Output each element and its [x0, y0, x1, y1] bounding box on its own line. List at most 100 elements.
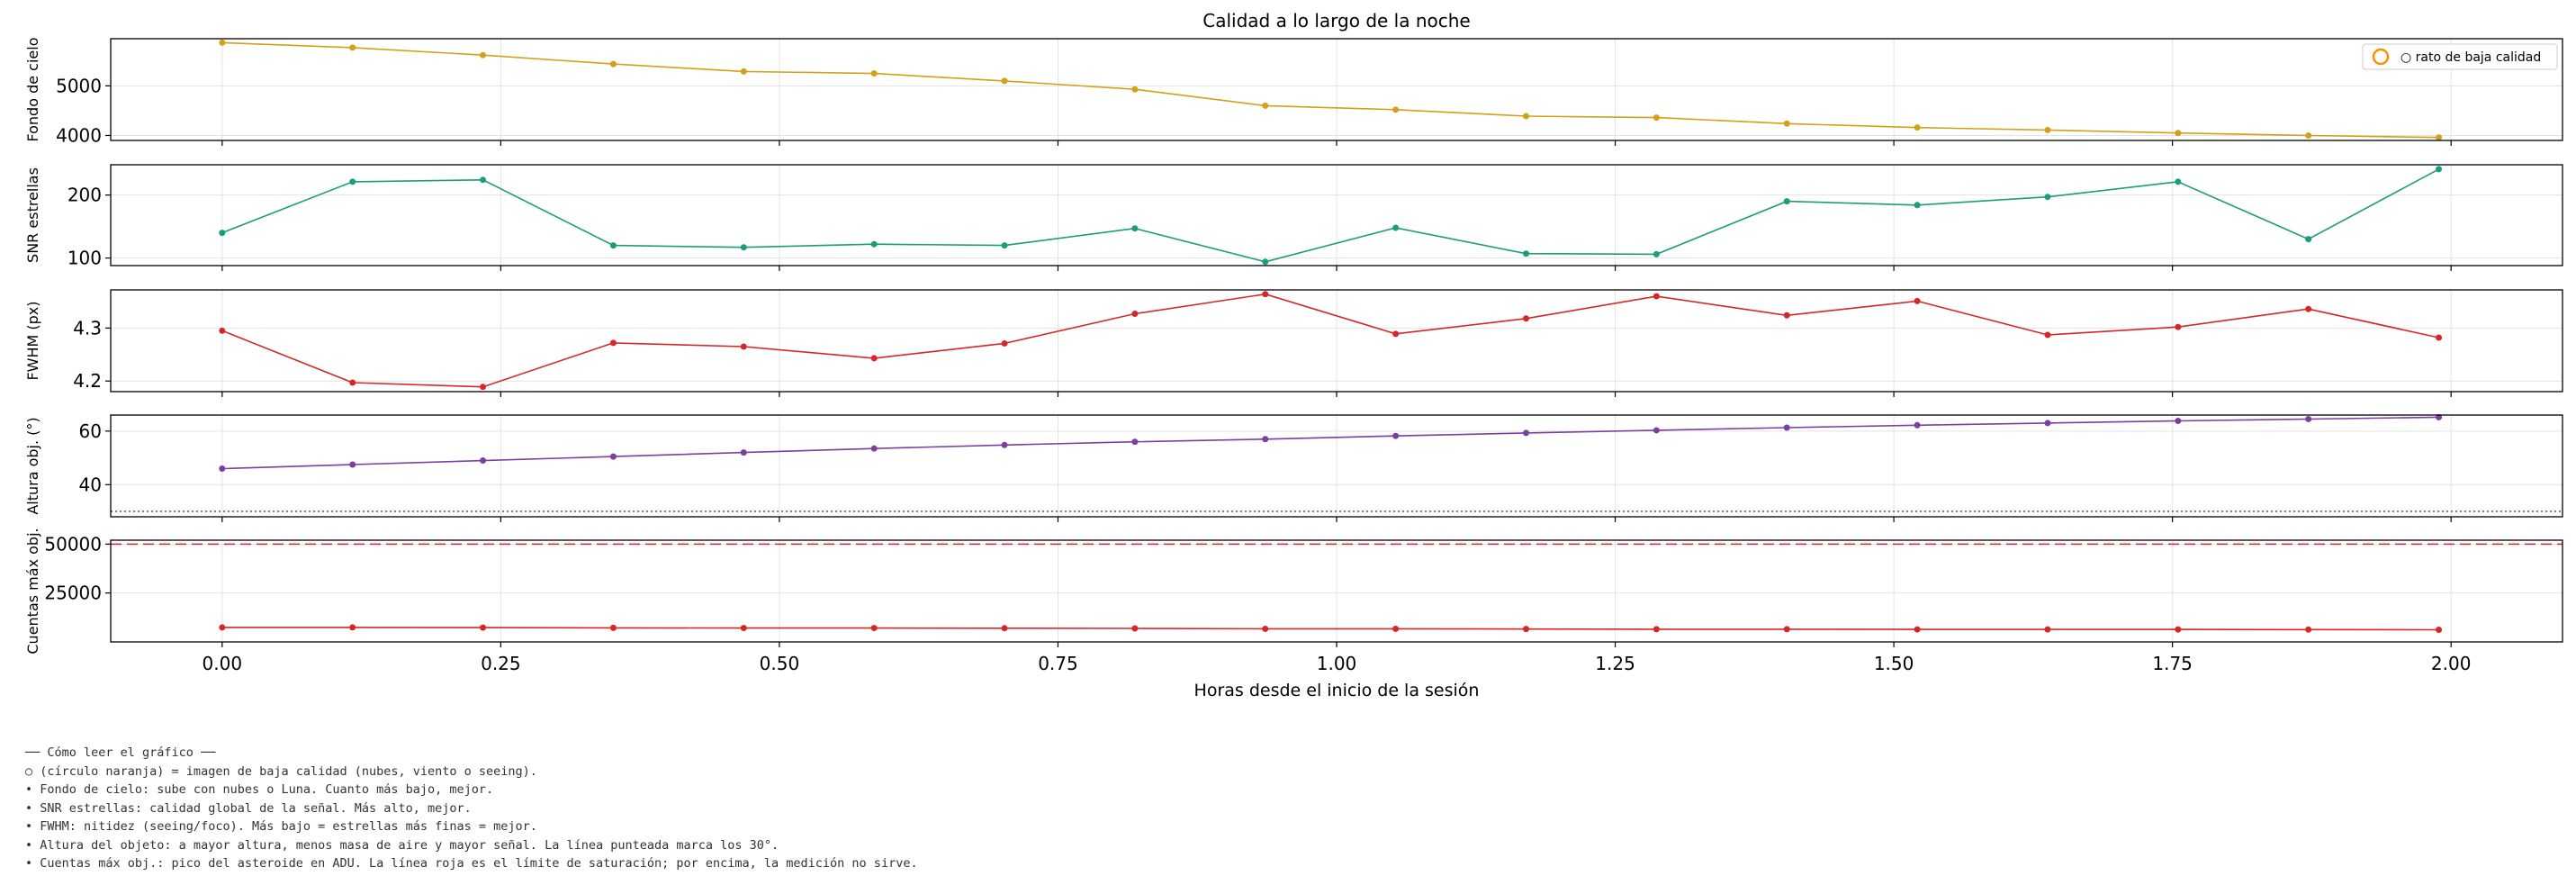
y-tick-label: 200: [68, 185, 102, 206]
x-tick-label: 1.25: [1595, 653, 1635, 674]
notes-line: • FWHM: nitidez (seeing/foco). Más bajo …: [25, 819, 537, 834]
y-tick-label: 100: [68, 248, 102, 269]
data-point: [349, 624, 356, 631]
data-point: [1262, 102, 1269, 109]
data-point: [740, 449, 747, 456]
data-point: [1392, 625, 1400, 632]
legend-box: [2362, 43, 2558, 70]
data-point: [1783, 424, 1790, 431]
x-tick-label: 1.50: [1874, 653, 1914, 674]
data-point: [870, 355, 878, 362]
data-point: [1131, 225, 1139, 232]
data-point: [2044, 420, 2051, 427]
data-point: [2436, 134, 2443, 141]
y-tick-label: 4.3: [73, 317, 102, 339]
data-point: [2175, 130, 2182, 137]
data-point: [1914, 124, 1921, 131]
y-tick-label: 25000: [44, 582, 102, 604]
data-point: [1653, 427, 1660, 434]
data-point: [609, 624, 617, 631]
data-point: [480, 384, 487, 391]
data-point: [2305, 415, 2312, 422]
data-point: [1131, 86, 1139, 93]
x-axis-label: Horas desde el inicio de la sesión: [1194, 681, 1480, 700]
x-tick-label: 0.25: [481, 653, 521, 674]
data-point: [219, 465, 226, 472]
data-point: [1914, 202, 1921, 209]
y-tick-label: 4000: [56, 124, 102, 146]
data-point: [1783, 120, 1790, 127]
data-point: [609, 242, 617, 249]
x-tick-label: 0.75: [1038, 653, 1078, 674]
data-point: [2175, 418, 2182, 425]
y-tick-label: 4.2: [73, 370, 102, 392]
series-line: [221, 168, 2439, 263]
legend-label: ○ rato de baja calidad: [2400, 50, 2541, 65]
panel-2: 100 200 SNR estrellas: [24, 164, 2563, 271]
panel-4: 40 60 Altura obj. (°): [24, 413, 2563, 522]
data-point: [2436, 334, 2443, 341]
legend-marker-icon: [2372, 48, 2390, 66]
data-point: [1653, 293, 1660, 300]
y-tick-label: 50000: [44, 533, 102, 555]
data-point: [1001, 441, 1008, 448]
data-point: [1262, 436, 1269, 443]
y-axis-label: Altura obj. (°): [24, 417, 41, 514]
notes-line: • Altura del objeto: a mayor altura, men…: [25, 837, 779, 853]
data-point: [349, 44, 356, 51]
chart-notes: ── Cómo leer el gráfico ── ○ (círculo na…: [25, 744, 918, 873]
data-point: [1392, 330, 1400, 338]
y-tick-label: 40: [79, 474, 102, 495]
data-point: [1392, 432, 1400, 439]
series-line: [221, 416, 2439, 470]
data-point: [2436, 627, 2443, 634]
data-point: [2044, 126, 2051, 133]
series-line: [221, 627, 2439, 631]
data-point: [1914, 297, 1921, 304]
notes-line: • SNR estrellas: calidad global de la se…: [25, 800, 472, 816]
data-point: [2044, 626, 2051, 633]
data-point: [1131, 438, 1139, 446]
data-point: [1914, 421, 1921, 429]
data-point: [1522, 250, 1529, 257]
data-point: [1653, 114, 1660, 122]
notes-line: • Cuentas máx obj.: pico del asteroide e…: [25, 856, 918, 871]
data-point: [1001, 77, 1008, 85]
data-point: [2175, 626, 2182, 633]
data-point: [740, 68, 747, 75]
y-axis-label: SNR estrellas: [24, 167, 41, 263]
data-point: [2305, 626, 2312, 633]
data-point: [480, 457, 487, 465]
data-point: [870, 240, 878, 248]
y-axis-label: Fondo de cielo: [24, 38, 41, 142]
data-point: [1262, 258, 1269, 266]
y-axis-label: FWHM (px): [24, 301, 41, 380]
y-tick-label: 60: [79, 420, 102, 442]
data-point: [740, 625, 747, 632]
x-tick-label: 1.75: [2152, 653, 2193, 674]
data-point: [2175, 323, 2182, 330]
data-point: [740, 244, 747, 251]
data-point: [870, 70, 878, 77]
data-point: [1522, 315, 1529, 322]
data-point: [219, 327, 226, 334]
y-axis-label: Cuentas máx obj.: [24, 528, 41, 654]
x-tick-label: 0.00: [203, 653, 243, 674]
data-point: [2175, 178, 2182, 185]
data-point: [349, 178, 356, 185]
data-point: [1262, 291, 1269, 298]
data-point: [1783, 626, 1790, 633]
data-point: [1001, 625, 1008, 632]
notes-heading: ── Cómo leer el gráfico ──: [25, 745, 216, 760]
data-point: [609, 60, 617, 68]
data-point: [1783, 312, 1790, 319]
x-tick-label: 0.50: [760, 653, 800, 674]
notes-line: ○ (círculo naranja) = imagen de baja cal…: [25, 763, 537, 779]
data-point: [1262, 625, 1269, 632]
data-point: [480, 51, 487, 59]
data-point: [219, 39, 226, 46]
data-point: [349, 379, 356, 386]
data-point: [1783, 198, 1790, 205]
data-point: [1522, 626, 1529, 633]
data-point: [1131, 625, 1139, 632]
